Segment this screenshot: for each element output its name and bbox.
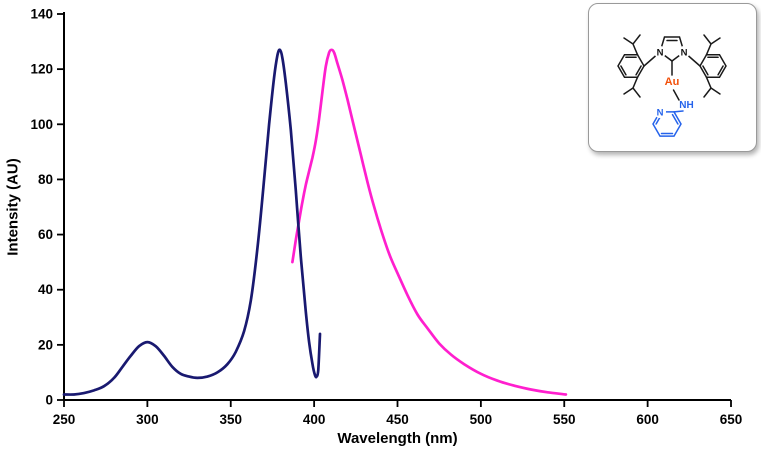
left-isopropyl-bottom: [623, 76, 641, 98]
imidazole-n-left-label: N: [657, 48, 664, 59]
right-aryl-ring: [699, 53, 727, 79]
imidazole-ring: [659, 36, 685, 62]
right-isopropyl-bottom: [703, 76, 721, 98]
pyridine-n-label: N: [657, 108, 664, 119]
x-tick-label: 450: [386, 412, 409, 427]
nhc-ligand: [617, 34, 727, 98]
pyridine-ring: [652, 111, 682, 137]
nh-pyridine-bond: [673, 110, 684, 113]
molecule-drawing: N N Au NH N: [617, 34, 727, 137]
right-isopropyl-top: [703, 34, 721, 56]
x-tick-label: 550: [553, 412, 576, 427]
inset-structure-panel: N N Au NH N: [588, 3, 757, 152]
y-tick-label: 140: [30, 7, 53, 22]
au-n-bond: [672, 89, 680, 101]
y-tick-label: 0: [45, 393, 53, 408]
y-tick-label: 40: [38, 282, 53, 297]
x-tick-label: 500: [470, 412, 493, 427]
emission-curve: [291, 48, 568, 396]
x-axis-title: Wavelength (nm): [337, 430, 458, 447]
x-tick-label: 400: [303, 412, 326, 427]
x-tick-label: 300: [136, 412, 159, 427]
x-tick-label: 250: [53, 412, 76, 427]
y-tick-label: 60: [38, 227, 53, 242]
nh-label: NH: [679, 100, 693, 111]
imidazole-n-right-label: N: [681, 48, 688, 59]
y-tick-label: 100: [30, 117, 53, 132]
left-aryl-double-bonds: [620, 56, 642, 76]
y-tick-label: 80: [38, 172, 53, 187]
left-aryl-ring: [617, 53, 645, 79]
y-tick-label: 120: [30, 62, 53, 77]
x-tick-label: 650: [720, 412, 743, 427]
x-tick-label: 600: [636, 412, 659, 427]
y-axis-title: Intensity (AU): [4, 158, 22, 256]
gold-atom-label: Au: [665, 76, 680, 88]
left-isopropyl-top: [623, 34, 641, 56]
excitation-curve: [62, 48, 322, 396]
right-aryl-double-bonds: [702, 56, 724, 76]
halo-n-left: [654, 46, 666, 58]
halo-n-pyridine: [654, 106, 666, 118]
halo-n-right: [678, 46, 690, 58]
x-tick-label: 350: [219, 412, 242, 427]
y-tick-label: 20: [38, 337, 53, 352]
